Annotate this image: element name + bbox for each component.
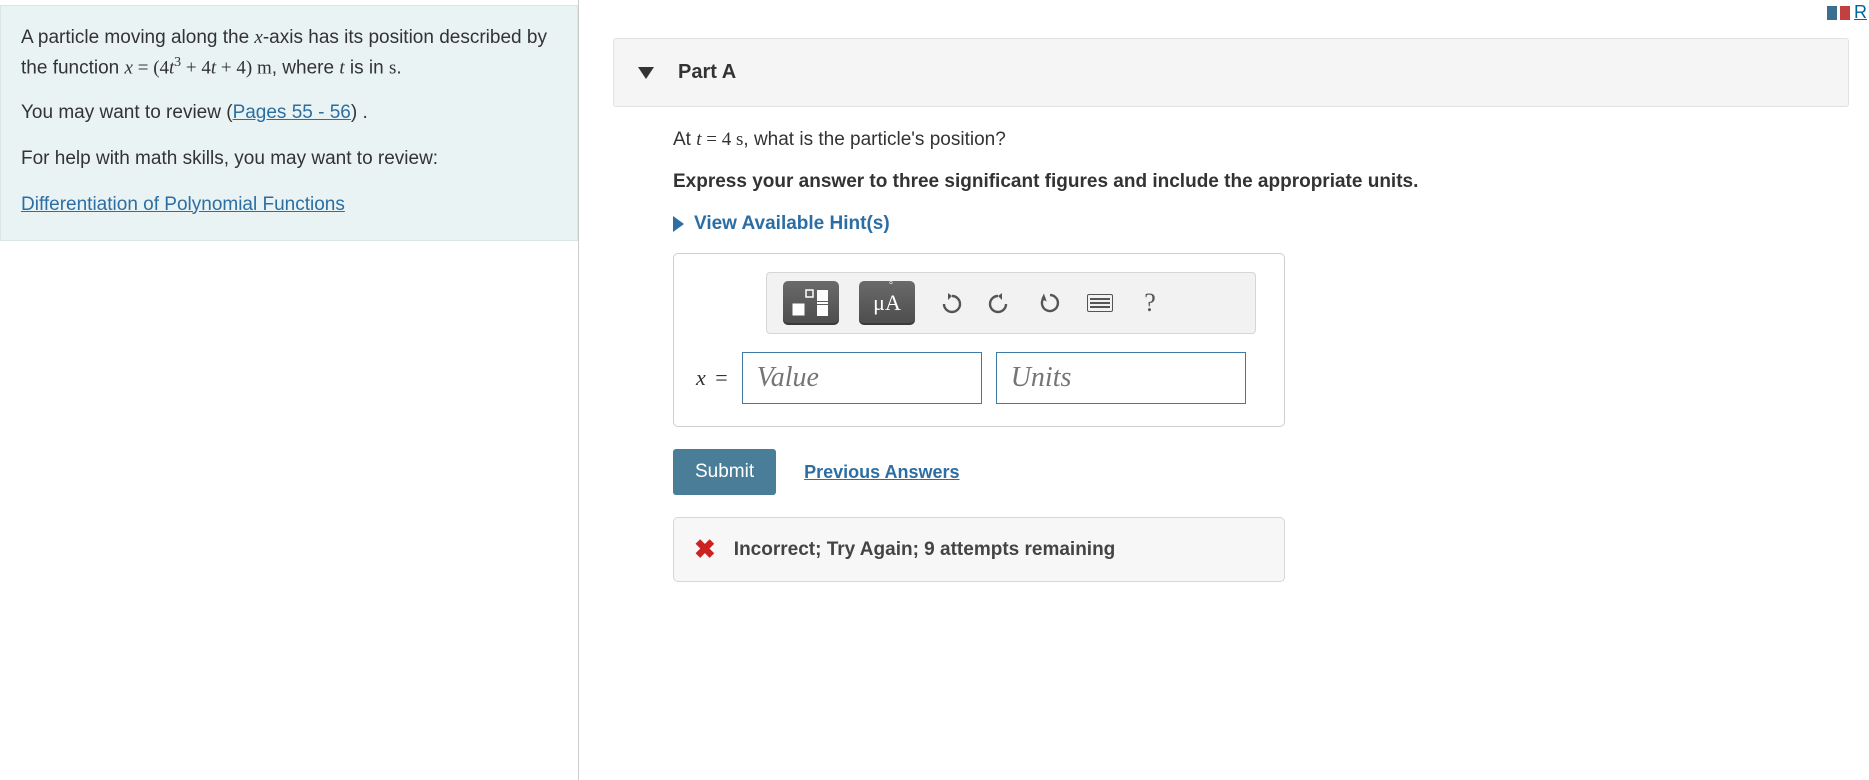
units-input[interactable]	[996, 352, 1246, 404]
templates-button[interactable]	[783, 281, 839, 325]
text: is in	[345, 57, 389, 78]
problem-statement: A particle moving along the x-axis has i…	[0, 5, 578, 241]
answer-input-box: μA° ?	[673, 253, 1285, 427]
resources-label: R	[1854, 2, 1867, 23]
text: You may want to review (	[21, 102, 233, 123]
var-x: x	[696, 365, 706, 390]
hints-label: View Available Hint(s)	[694, 213, 890, 235]
pages-link[interactable]: Pages 55 - 56	[233, 102, 351, 123]
help-line: For help with math skills, you may want …	[21, 145, 557, 173]
redo-button[interactable]	[985, 288, 1015, 318]
templates-icon	[791, 288, 831, 318]
mu-a-icon: μA°	[873, 290, 901, 316]
value-input[interactable]	[742, 352, 982, 404]
problem-text: A particle moving along the x-axis has i…	[21, 24, 557, 81]
part-title: Part A	[678, 61, 736, 84]
text: .	[396, 57, 401, 78]
term: + 4	[181, 57, 211, 78]
term: + 4	[216, 57, 246, 78]
text: = 4	[702, 129, 736, 150]
text: ) .	[351, 102, 368, 123]
variable-label: x =	[696, 365, 728, 391]
column-divider	[578, 0, 579, 780]
undo-icon	[938, 292, 962, 314]
text: , what is the particle's position?	[743, 129, 1005, 150]
view-hints-toggle[interactable]: View Available Hint(s)	[673, 213, 1849, 235]
text: A particle moving along the	[21, 27, 254, 48]
question-text: At t = 4 s, what is the particle's posit…	[673, 129, 1849, 151]
units-button[interactable]: μA°	[859, 281, 915, 325]
differentiation-link[interactable]: Differentiation of Polynomial Functions	[21, 194, 345, 215]
keyboard-icon	[1087, 294, 1113, 312]
feedback-box: ✖ Incorrect; Try Again; 9 attempts remai…	[673, 517, 1285, 582]
var-x: x	[254, 27, 262, 48]
eq-lhs: x	[125, 57, 133, 78]
undo-button[interactable]	[935, 288, 965, 318]
answer-instructions: Express your answer to three significant…	[673, 171, 1849, 193]
eq-sign: =	[133, 57, 153, 78]
submit-button[interactable]: Submit	[673, 449, 776, 495]
redo-icon	[988, 292, 1012, 314]
book-icon	[1840, 6, 1850, 20]
previous-answers-link[interactable]: Previous Answers	[804, 462, 959, 483]
reset-button[interactable]	[1035, 288, 1065, 318]
equation-toolbar: μA° ?	[766, 272, 1256, 334]
part-header[interactable]: Part A	[613, 38, 1849, 107]
equals: =	[710, 365, 728, 390]
text: , where	[272, 57, 340, 78]
text: At	[673, 129, 696, 150]
help-button[interactable]: ?	[1135, 288, 1165, 318]
resources-link[interactable]: R	[1827, 2, 1867, 23]
incorrect-icon: ✖	[694, 534, 716, 565]
coef: 4	[160, 57, 170, 78]
feedback-text: Incorrect; Try Again; 9 attempts remaini…	[734, 539, 1116, 561]
caret-right-icon	[673, 216, 684, 232]
keyboard-button[interactable]	[1085, 288, 1115, 318]
reset-icon	[1038, 291, 1062, 315]
book-icon	[1827, 6, 1837, 20]
review-line: You may want to review (Pages 55 - 56) .	[21, 99, 557, 127]
caret-down-icon	[638, 67, 654, 79]
unit-m: m	[252, 57, 272, 78]
